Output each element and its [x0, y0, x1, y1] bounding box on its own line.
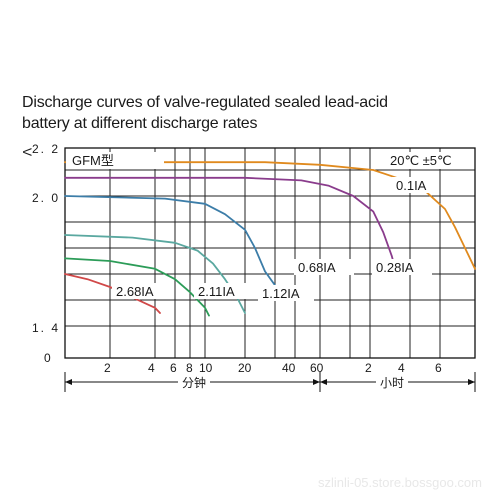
discharge-curve-0.28IA [64, 176, 398, 275]
plot-frame [64, 147, 476, 359]
series-label-bg [294, 259, 354, 275]
x-tick-label: 10 [199, 361, 213, 375]
x-tick-label: 2 [104, 361, 111, 375]
series-label-bg [392, 177, 438, 193]
y-axis-label: V [20, 148, 34, 156]
x-tick-label: 4 [148, 361, 155, 375]
series-label-2.68IA: 2.68IA [116, 284, 154, 299]
series-label-1.12IA: 1.12IA [262, 286, 300, 301]
series-label-bg [372, 259, 432, 275]
y-tick-label: 1. 4 [32, 321, 60, 335]
temperature-label: 20℃ ±5℃ [390, 153, 452, 168]
x-tick-label: 6 [435, 361, 442, 375]
series-label-2.11IA: 2.11IA [198, 284, 235, 299]
x-tick-label: 20 [238, 361, 252, 375]
series-label-bg [194, 283, 250, 299]
series-label-0.1IA: 0.1IA [396, 178, 427, 193]
battery-model-label: GFM型 [72, 153, 114, 168]
x-axis-unit-minutes: 分钟 [182, 375, 206, 390]
hours-range-arrow-right-head [468, 379, 475, 385]
x-tick-label: 40 [282, 361, 296, 375]
x-unit-bg [178, 375, 210, 390]
series-label-bg [112, 283, 168, 299]
x-tick-label: 60 [310, 361, 324, 375]
discharge-curve-2.11IA [64, 257, 210, 317]
chart-title-line-1: Discharge curves of valve-regulated seal… [22, 94, 388, 111]
series-label-0.28IA: 0.28IA [376, 260, 414, 275]
x-tick-label: 6 [170, 361, 177, 375]
x-tick-label: 8 [186, 361, 193, 375]
x-tick-label: 4 [398, 361, 405, 375]
y-tick-label: 0 [44, 351, 51, 365]
minutes-range-arrow-right-head [313, 379, 320, 385]
x-tick-label: 2 [365, 361, 372, 375]
series-label-0.68IA: 0.68IA [298, 260, 336, 275]
watermark: szlinli-05.store.bossgoo.com [317, 475, 482, 490]
minutes-range-arrow-left-head [65, 379, 72, 385]
chart-labels: V 2. 2 2. 0 1. 4 0 GFM型 20℃ ±5℃ 0.1IA 0.… [20, 142, 474, 390]
y-tick-label: 2. 2 [32, 142, 60, 156]
hours-range-arrow-left-head [320, 379, 327, 385]
x-unit-bg [376, 375, 408, 390]
battery-label-bg [66, 152, 164, 169]
chart-title-line-2: battery at different discharge rates [22, 115, 258, 132]
chart-grid [64, 147, 476, 392]
discharge-curve-0.68IA [64, 195, 281, 294]
y-tick-label: 2. 0 [32, 191, 60, 205]
temperature-label-bg [386, 152, 474, 169]
series-label-bg [258, 285, 314, 301]
x-axis-unit-hours: 小时 [380, 376, 404, 390]
